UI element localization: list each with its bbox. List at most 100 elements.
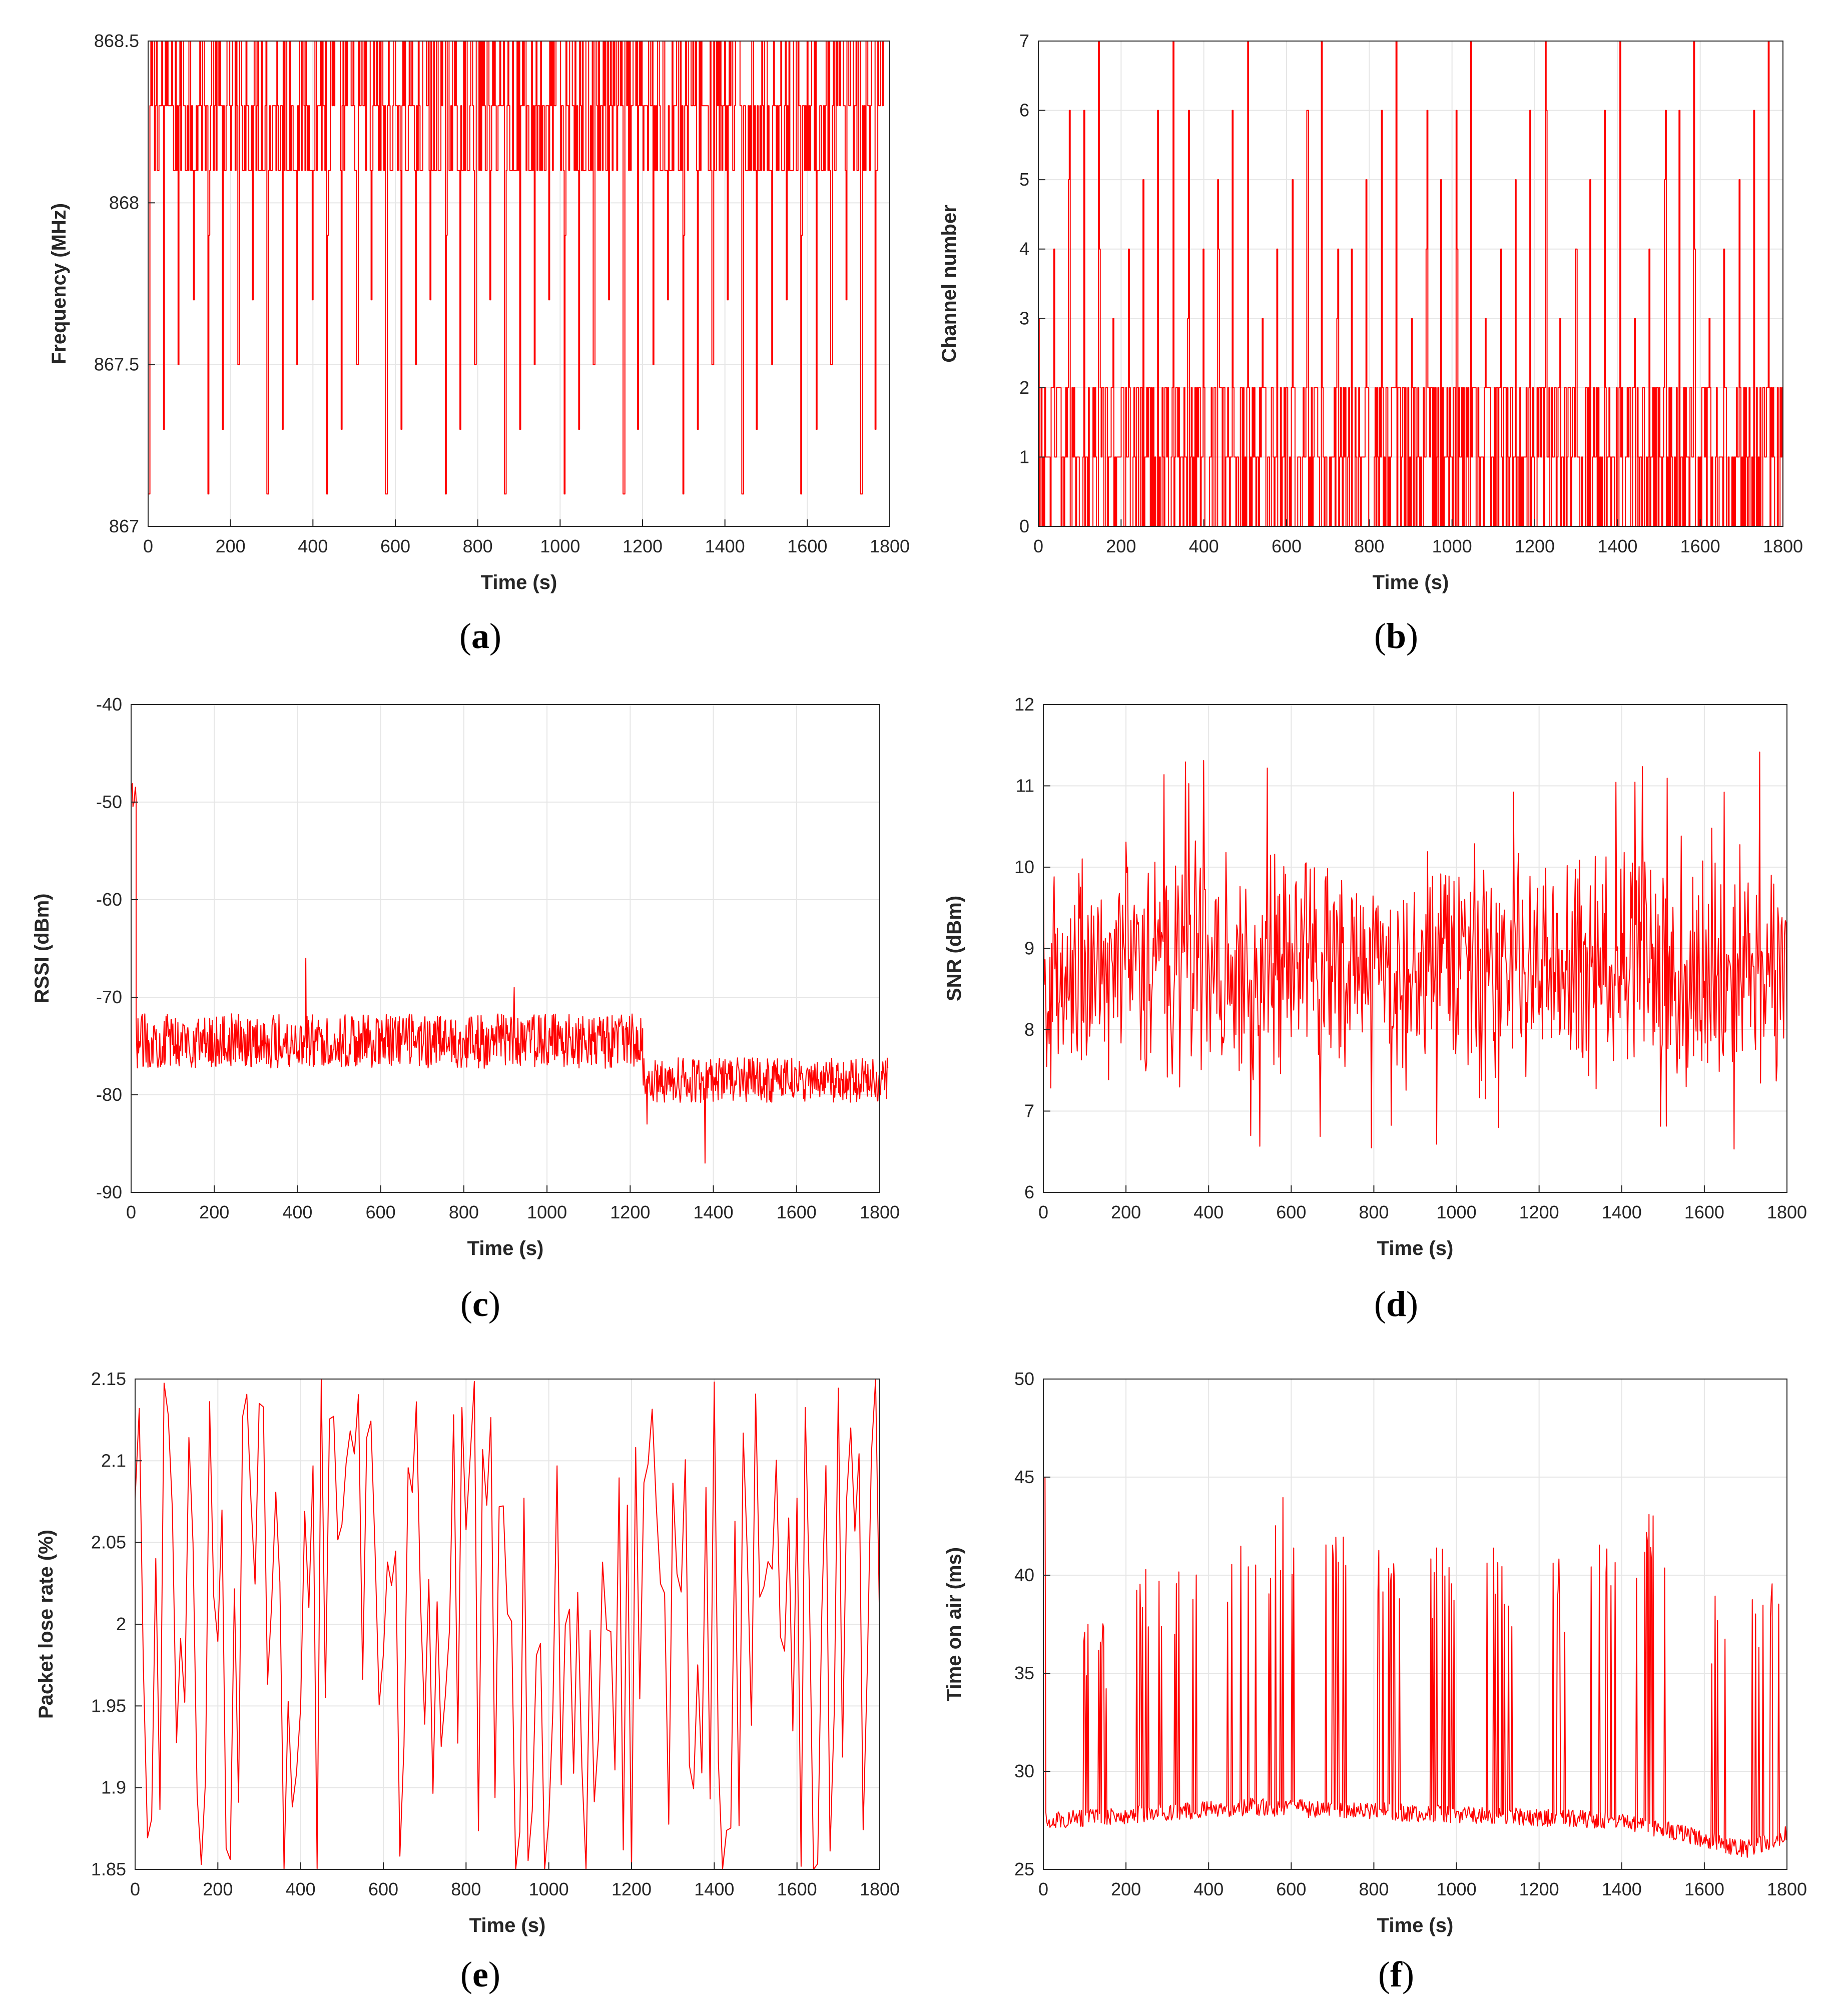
y-tick-label: 2	[1019, 377, 1029, 398]
caption-letter: c	[472, 1284, 488, 1324]
chart-panel-d: 0 200 400 600 800 1000 1200 1400 1600 1800 6 7 8 9 10 1…	[916, 676, 1832, 1291]
chart-b: 0 200 400 600 800 1000 1200 1400 1600 1800 0 1 2 3 4 5 6…	[938, 31, 1803, 593]
x-axis-title: Time (s)	[469, 1914, 546, 1936]
x-tick-label: 1800	[1763, 536, 1803, 556]
chart-panel-e: 0 200 400 600 800 1000 1200 1400 1600 1800 1.85 1.9…	[0, 1351, 916, 1966]
y-tick-label: 7	[1019, 31, 1029, 51]
x-tick-label: 1200	[623, 536, 663, 556]
x-tick-label: 400	[282, 1202, 312, 1222]
caption-letter: b	[1386, 616, 1407, 656]
x-axis-title: Time (s)	[467, 1237, 544, 1259]
y-tick-label: -90	[96, 1182, 122, 1202]
caption-letter: d	[1386, 1284, 1407, 1324]
x-tick-label: 1200	[612, 1879, 652, 1899]
y-tick-label: 10	[1014, 857, 1034, 877]
y-tick-label: 8	[1024, 1019, 1034, 1040]
y-tick-label: 1.9	[101, 1777, 126, 1798]
x-tick-label: 600	[1272, 536, 1302, 556]
axes-box	[1038, 41, 1783, 527]
y-tick-label: 867	[109, 516, 139, 536]
x-tick-label: 200	[1106, 536, 1136, 556]
x-tick-label: 1200	[1519, 1202, 1559, 1222]
chart-e: 0 200 400 600 800 1000 1200 1400 1600 1800 1.85 1.9…	[35, 1369, 900, 1936]
caption-letter: a	[471, 616, 489, 656]
x-tick-label: 1000	[1437, 1202, 1477, 1222]
x-tick-label: 0	[143, 536, 153, 556]
x-tick-label: 1400	[1597, 536, 1637, 556]
x-tick-label: 400	[1193, 1879, 1224, 1899]
series-line	[135, 1379, 880, 1870]
x-tick-label: 400	[1193, 1202, 1224, 1222]
x-tick-label: 400	[298, 536, 328, 556]
y-tick-label: 4	[1019, 239, 1029, 259]
series-line	[148, 41, 884, 495]
x-tick-label: 0	[1038, 1879, 1048, 1899]
x-tick-label: 200	[1111, 1202, 1141, 1222]
x-tick-label: 800	[1354, 536, 1384, 556]
y-tick-label: 2.15	[91, 1369, 126, 1389]
y-axis-title: Time on air (ms)	[943, 1547, 965, 1701]
x-tick-label: 1400	[1602, 1202, 1642, 1222]
x-tick-label: 800	[1359, 1879, 1389, 1899]
x-axis-title: Time (s)	[1377, 1914, 1454, 1936]
caption-e: (e)	[460, 1954, 500, 1994]
x-axis-title: Time (s)	[481, 571, 557, 593]
x-tick-label: 0	[1038, 1202, 1048, 1222]
series-line	[1043, 1477, 1787, 1858]
y-tick-label: 11	[1016, 776, 1034, 796]
y-tick-label: 868	[109, 192, 139, 213]
x-tick-label: 1600	[1684, 1202, 1724, 1222]
x-tick-label: 600	[1276, 1202, 1306, 1222]
y-tick-label: 12	[1014, 694, 1034, 715]
x-tick-label: 1800	[860, 1879, 900, 1899]
y-tick-label: 0	[1019, 516, 1029, 536]
y-tick-label: -80	[96, 1084, 122, 1105]
x-axis-title: Time (s)	[1373, 571, 1449, 593]
y-tick-label: 2.1	[101, 1450, 126, 1471]
y-tick-label: 2.05	[91, 1532, 126, 1553]
y-tick-label: 868.5	[94, 31, 139, 51]
x-tick-label: 600	[380, 536, 410, 556]
y-tick-label: 867.5	[94, 354, 139, 375]
x-tick-label: 400	[286, 1879, 316, 1899]
y-tick-label: 2	[116, 1614, 126, 1634]
y-tick-label: 1	[1019, 446, 1029, 467]
series-line	[1043, 752, 1787, 1150]
y-tick-label: 1.95	[91, 1695, 126, 1716]
x-tick-label: 1400	[1602, 1879, 1642, 1899]
x-tick-label: 1600	[1684, 1879, 1724, 1899]
y-tick-label: 1.85	[91, 1859, 126, 1879]
y-tick-label: 9	[1024, 938, 1034, 959]
caption-d: (d)	[1374, 1284, 1418, 1324]
x-axis-title: Time (s)	[1377, 1237, 1454, 1259]
x-tick-label: 1600	[787, 536, 827, 556]
caption-f: (f)	[1378, 1954, 1414, 1994]
chart-f: 0 200 400 600 800 1000 1200 1400 1600 1800 25 30 35 4…	[943, 1369, 1807, 1936]
y-tick-label: 45	[1014, 1467, 1034, 1487]
x-tick-label: 200	[199, 1202, 229, 1222]
y-tick-label: -60	[96, 889, 122, 910]
x-tick-label: 600	[368, 1879, 398, 1899]
y-tick-label: 3	[1019, 308, 1029, 328]
x-tick-label: 0	[130, 1879, 140, 1899]
x-tick-label: 1800	[870, 536, 910, 556]
x-tick-label: 1600	[1680, 536, 1720, 556]
y-tick-label: 50	[1014, 1369, 1034, 1389]
chart-panel-b: 0 200 400 600 800 1000 1200 1400 1600 1800 0 1 2 3 4 5 6…	[916, 0, 1832, 615]
caption-b: (b)	[1374, 616, 1418, 656]
y-axis-title: Channel number	[938, 205, 960, 363]
y-tick-label: 6	[1019, 100, 1029, 121]
y-tick-label: 40	[1014, 1565, 1034, 1585]
y-tick-label: -70	[96, 987, 122, 1007]
x-tick-label: 1000	[540, 536, 580, 556]
x-tick-label: 1000	[1437, 1879, 1477, 1899]
x-tick-label: 1200	[1519, 1879, 1559, 1899]
x-tick-label: 1600	[777, 1202, 817, 1222]
y-axis-title: RSSI (dBm)	[31, 894, 53, 1004]
caption-c: (c)	[460, 1284, 500, 1324]
y-tick-label: -40	[96, 694, 122, 715]
x-tick-label: 1400	[694, 1879, 734, 1899]
caption-letter: e	[472, 1954, 488, 1994]
chart-panel-f: 0 200 400 600 800 1000 1200 1400 1600 1800 25 30 35 4…	[916, 1351, 1832, 1966]
x-tick-label: 800	[463, 536, 493, 556]
